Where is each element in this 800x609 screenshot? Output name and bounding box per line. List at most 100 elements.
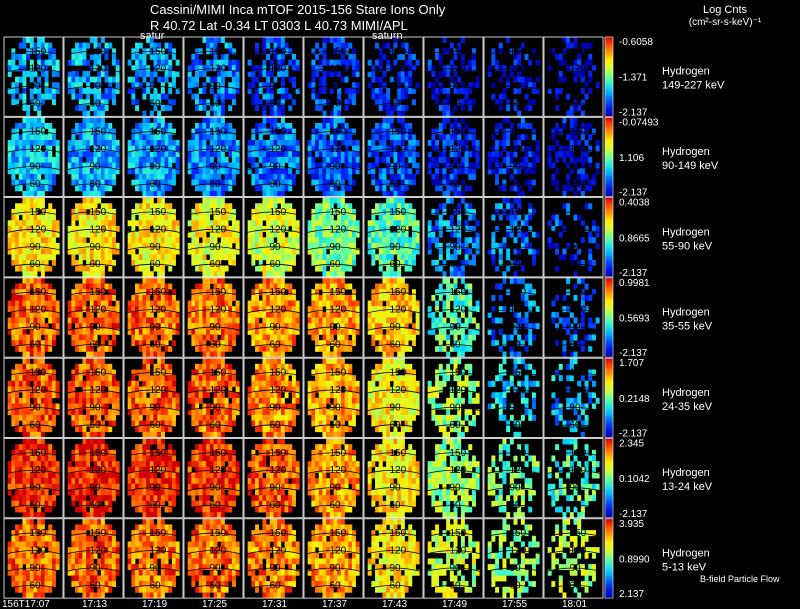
heatmap-pixel [89, 197, 94, 204]
heatmap-pixel [89, 168, 94, 175]
heatmap-pixel [382, 82, 387, 89]
heatmap-pixel [86, 340, 91, 347]
heatmap-pixel [217, 231, 222, 238]
heatmap-pixel [82, 122, 87, 129]
heatmap-pixel [82, 53, 87, 60]
heatmap-pixel [468, 65, 473, 72]
heatmap-pixel [468, 203, 473, 210]
heatmap-pixel [15, 208, 20, 215]
heatmap-pixel [588, 70, 593, 77]
heatmap-pixel [551, 214, 556, 221]
heatmap-pixel [97, 53, 102, 60]
heatmap-pixel [202, 237, 207, 244]
heatmap-pixel [258, 237, 263, 244]
heatmap-pixel [255, 145, 260, 152]
heatmap-pixel [220, 179, 225, 186]
contour-label: 120 [270, 305, 287, 316]
heatmap-pixel [337, 214, 342, 221]
heatmap-pixel [37, 185, 42, 192]
heatmap-pixel [209, 265, 214, 272]
heatmap-pixel [408, 208, 413, 215]
heatmap-pixel [40, 37, 45, 43]
heatmap-pixel [11, 248, 16, 255]
heatmap-pixel [11, 173, 16, 180]
heatmap-pixel [104, 283, 109, 290]
heatmap-pixel [389, 197, 394, 204]
heatmap-pixel [453, 242, 458, 249]
heatmap-pixel [438, 168, 443, 175]
heatmap-pixel [40, 190, 45, 197]
heatmap-pixel [438, 231, 443, 238]
heatmap-pixel [97, 265, 102, 272]
heatmap-pixel [213, 317, 218, 324]
heatmap-pixel [100, 328, 105, 335]
heatmap-pixel [251, 248, 256, 255]
heatmap-pixel [44, 220, 49, 227]
heatmap-pixel [351, 306, 356, 313]
heatmap-pixel [138, 82, 143, 89]
heatmap-pixel [386, 168, 391, 175]
contour-label: 60 [210, 99, 222, 110]
heatmap-pixel [15, 345, 20, 352]
heatmap-pixel [11, 82, 16, 89]
heatmap-pixel [273, 190, 278, 197]
heatmap-pixel [48, 122, 53, 129]
heatmap-pixel [51, 328, 56, 335]
heatmap-pixel [468, 162, 473, 169]
heatmap-pixel [7, 87, 12, 94]
heatmap-pixel [280, 145, 285, 152]
heatmap-pixel [326, 340, 331, 347]
heatmap-pixel [566, 37, 571, 43]
contour-line [363, 131, 424, 136]
heatmap-pixel [220, 334, 225, 341]
heatmap-pixel [7, 65, 12, 72]
heatmap-pixel [157, 134, 162, 141]
heatmap-pixel [18, 334, 23, 341]
heatmap-pixel [135, 328, 140, 335]
heatmap-pixel [498, 214, 503, 221]
heatmap-pixel [295, 328, 300, 335]
heatmap-pixel [22, 283, 27, 290]
heatmap-pixel [93, 351, 98, 358]
heatmap-pixel [269, 197, 274, 204]
heatmap-pixel [33, 323, 38, 330]
heatmap-pixel [400, 76, 405, 83]
heatmap-pixel [255, 248, 260, 255]
heatmap-pixel [146, 334, 151, 341]
heatmap-pixel [157, 203, 162, 210]
contour-label: 120 [510, 64, 527, 75]
heatmap-pixel [100, 225, 105, 232]
heatmap-pixel [153, 173, 158, 180]
heatmap-pixel [175, 306, 180, 313]
contour-line [63, 68, 124, 74]
contour-line [123, 246, 184, 252]
heatmap-pixel [206, 59, 211, 66]
heatmap-pixel [138, 173, 143, 180]
heatmap-pixel [400, 283, 405, 290]
heatmap-pixel [51, 220, 56, 227]
heatmap-pixel [33, 237, 38, 244]
contour-line [423, 50, 484, 56]
heatmap-pixel [464, 242, 469, 249]
heatmap-pixel [97, 220, 102, 227]
heatmap-pixel [531, 179, 536, 186]
heatmap-pixel [315, 214, 320, 221]
heatmap-pixel [160, 323, 165, 330]
heatmap-pixel [82, 110, 87, 117]
heatmap-pixel [75, 122, 80, 129]
heatmap-pixel [247, 145, 252, 152]
heatmap-pixel [273, 76, 278, 83]
heatmap-pixel [171, 168, 176, 175]
heatmap-pixel [386, 162, 391, 169]
heatmap-pixel [580, 122, 585, 129]
heatmap-pixel [135, 289, 140, 296]
heatmap-pixel [111, 179, 116, 186]
heatmap-pixel [131, 76, 136, 83]
heatmap-pixel [29, 237, 34, 244]
heatmap-pixel [393, 271, 398, 278]
heatmap-pixel [411, 162, 416, 169]
heatmap-pixel [315, 294, 320, 301]
heatmap-pixel [33, 185, 38, 192]
contour-line [363, 50, 424, 56]
heatmap-pixel [202, 156, 207, 163]
